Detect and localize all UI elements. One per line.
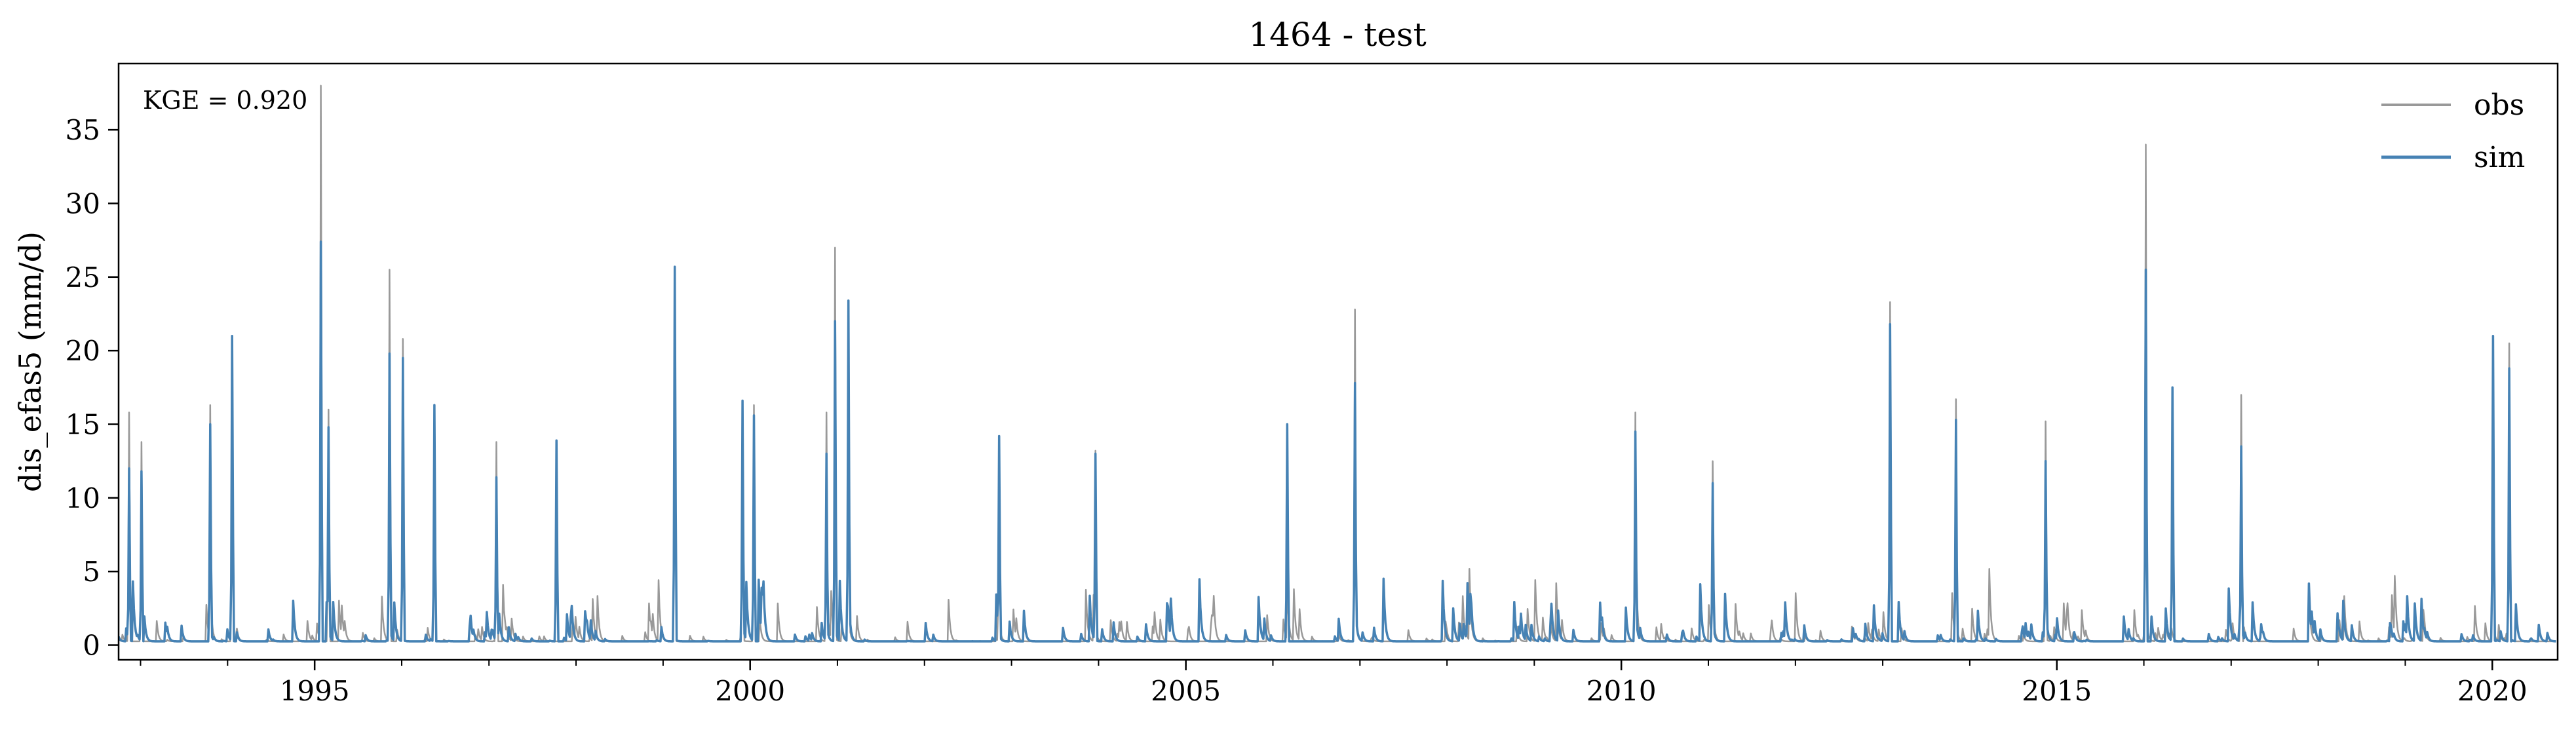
x-tick-label-1995: 1995 bbox=[280, 675, 350, 707]
x-tick-label-2000: 2000 bbox=[715, 675, 785, 707]
y-axis-label: dis_efas5 (mm/d) bbox=[12, 231, 48, 492]
y-tick-label-30: 30 bbox=[66, 187, 100, 220]
y-tick-label-10: 10 bbox=[66, 482, 100, 514]
legend-sim-label: sim bbox=[2474, 141, 2525, 174]
y-tick-label-15: 15 bbox=[66, 408, 100, 440]
kge-annotation: KGE = 0.920 bbox=[143, 86, 307, 115]
x-tick-label-2020: 2020 bbox=[2457, 675, 2528, 707]
y-tick-label-20: 20 bbox=[66, 335, 100, 367]
legend-obs-label: obs bbox=[2474, 88, 2524, 122]
y-tick-label-35: 35 bbox=[66, 114, 100, 146]
y-tick-label-0: 0 bbox=[83, 630, 100, 662]
y-tick-label-5: 5 bbox=[83, 556, 100, 588]
y-tick-label-25: 25 bbox=[66, 261, 100, 294]
x-tick-label-2010: 2010 bbox=[1586, 675, 1657, 707]
x-tick-label-2005: 2005 bbox=[1151, 675, 1221, 707]
chart-title: 1464 - test bbox=[1248, 16, 1426, 54]
x-tick-label-2015: 2015 bbox=[2022, 675, 2092, 707]
